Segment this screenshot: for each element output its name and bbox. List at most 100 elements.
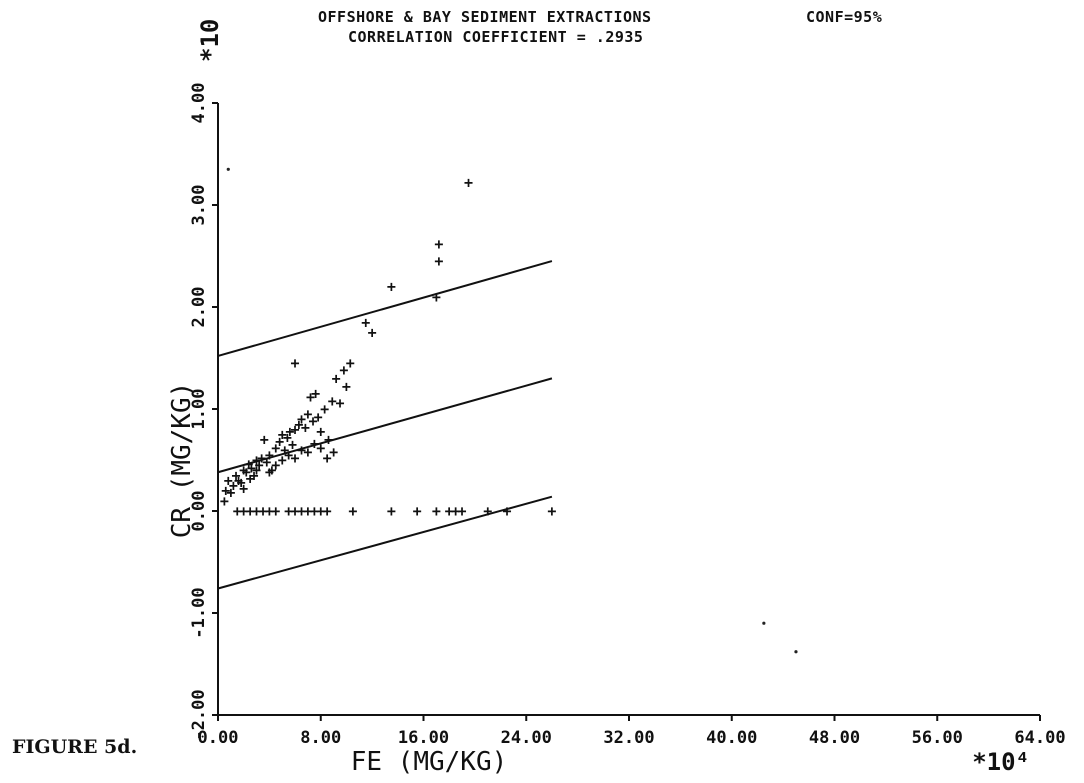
data-point: + — [220, 492, 229, 510]
data-point: + — [303, 443, 312, 461]
data-point: + — [271, 502, 280, 520]
data-point: + — [278, 451, 287, 469]
x-tick-label: 8.00 — [300, 728, 341, 748]
data-point: + — [316, 422, 325, 440]
x-tick-label: 40.00 — [706, 728, 757, 748]
data-point: + — [265, 446, 274, 464]
data-point: + — [288, 436, 297, 454]
data-point: + — [432, 502, 441, 520]
data-point: + — [249, 466, 258, 484]
data-point: + — [311, 385, 320, 403]
data-point: + — [278, 426, 287, 444]
data-point: + — [275, 433, 284, 451]
data-point: + — [316, 439, 325, 457]
data-point: + — [309, 412, 318, 430]
data-point: + — [257, 449, 266, 467]
data-point: + — [258, 502, 267, 520]
data-point: + — [294, 415, 303, 433]
data-point: + — [303, 405, 312, 423]
data-point: + — [283, 429, 292, 447]
data-point: + — [323, 502, 332, 520]
y-tick-label: 1.00 — [189, 389, 209, 430]
data-point: + — [231, 466, 240, 484]
data-point: + — [242, 463, 251, 481]
data-point: + — [271, 456, 280, 474]
data-point: + — [246, 502, 255, 520]
data-point: + — [221, 482, 230, 500]
data-point: + — [255, 456, 264, 474]
fit-line — [217, 495, 553, 590]
y-tick-label: 2.00 — [189, 287, 209, 328]
data-point: + — [233, 502, 242, 520]
data-point: + — [285, 422, 294, 440]
data-point: + — [252, 451, 261, 469]
data-point: + — [324, 431, 333, 449]
x-tick-label: 24.00 — [501, 728, 552, 748]
data-point: + — [310, 435, 319, 453]
data-point: + — [314, 408, 323, 426]
data-point: + — [234, 471, 243, 489]
fit-line — [217, 260, 553, 357]
data-point: + — [280, 441, 289, 459]
x-tick-label: 32.00 — [603, 728, 654, 748]
x-multiplier: *10⁴ — [972, 748, 1030, 776]
data-point: + — [464, 174, 473, 192]
y-tick-label: -2.00 — [189, 689, 209, 740]
data-point: + — [224, 471, 233, 489]
data-point: + — [332, 369, 341, 387]
data-point: + — [291, 420, 300, 438]
data-point: + — [246, 469, 255, 487]
data-point: + — [432, 288, 441, 306]
data-point: + — [291, 449, 300, 467]
data-point: + — [237, 473, 246, 491]
stray-dot — [762, 621, 766, 625]
stray-dot — [226, 167, 230, 171]
data-point: + — [336, 394, 345, 412]
data-point: + — [265, 502, 274, 520]
data-point: + — [291, 502, 300, 520]
data-point: + — [284, 502, 293, 520]
data-point: + — [244, 455, 253, 473]
y-axis-title: CR (MG/KG) — [167, 382, 197, 539]
stray-dot — [794, 650, 798, 654]
data-point: + — [265, 463, 274, 481]
data-point: + — [291, 354, 300, 372]
data-point: + — [306, 388, 315, 406]
data-point: + — [247, 459, 256, 477]
y-tick-label: -1.00 — [189, 587, 209, 638]
data-point: + — [310, 502, 319, 520]
data-point: + — [547, 502, 556, 520]
data-point: + — [229, 477, 238, 495]
data-point: + — [320, 400, 329, 418]
data-point: + — [316, 502, 325, 520]
data-point: + — [368, 324, 377, 342]
data-point: + — [252, 461, 261, 479]
y-tick-label: 3.00 — [189, 185, 209, 226]
data-point: + — [413, 502, 422, 520]
data-point: + — [297, 441, 306, 459]
data-point: + — [239, 461, 248, 479]
data-point: + — [387, 502, 396, 520]
data-point: + — [267, 461, 276, 479]
data-point: + — [434, 235, 443, 253]
x-tick-label: 64.00 — [1014, 728, 1065, 748]
data-point: + — [297, 502, 306, 520]
data-point: + — [346, 354, 355, 372]
data-point: + — [445, 502, 454, 520]
figure-caption: FIGURE 5d. — [12, 736, 138, 758]
data-point: + — [339, 361, 348, 379]
data-point: + — [303, 502, 312, 520]
data-point: + — [239, 502, 248, 520]
x-tick-label: 16.00 — [398, 728, 449, 748]
data-point: + — [284, 446, 293, 464]
fit-line — [217, 377, 553, 474]
data-point: + — [342, 378, 351, 396]
x-tick-label: 48.00 — [809, 728, 860, 748]
data-point: + — [458, 502, 467, 520]
x-axis-title: FE (MG/KG) — [351, 747, 508, 777]
data-point: + — [387, 278, 396, 296]
data-point: + — [361, 313, 370, 331]
data-point: + — [483, 502, 492, 520]
chart-subtitle: CORRELATION COEFFICIENT = .2935 — [348, 28, 644, 46]
data-point: + — [434, 252, 443, 270]
